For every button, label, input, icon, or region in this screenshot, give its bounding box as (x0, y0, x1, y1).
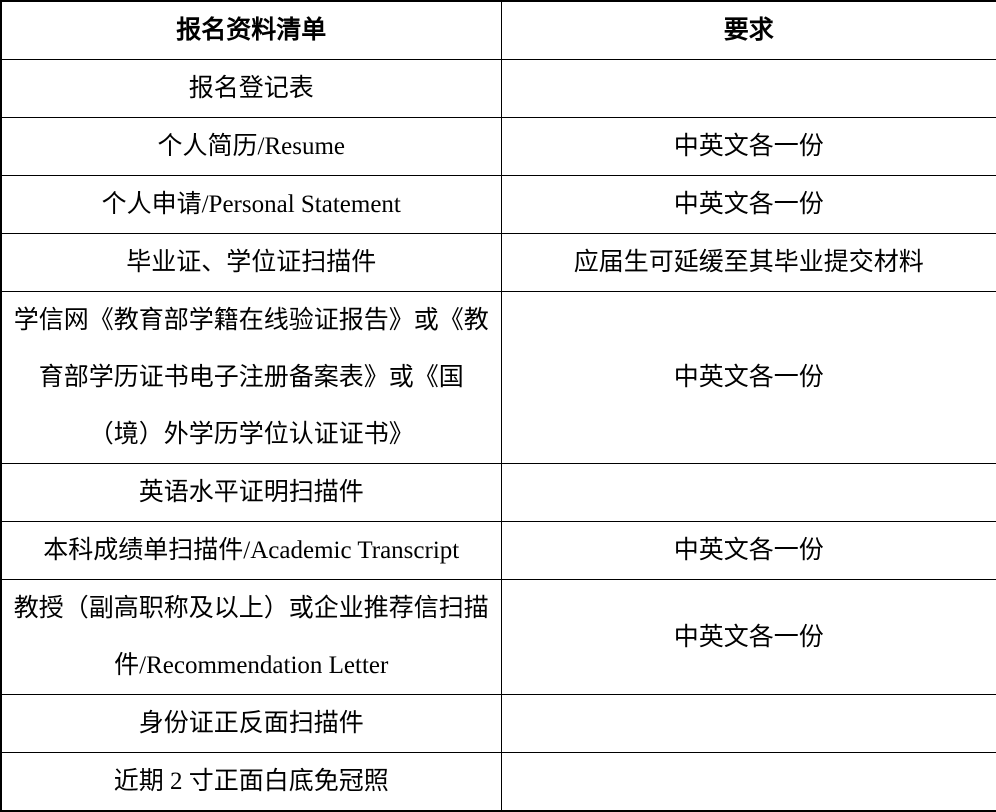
requirement-cell (500, 752, 996, 812)
requirement-cell (500, 694, 996, 753)
requirement-cell: 中英文各一份 (500, 175, 996, 234)
item-cell: 英语水平证明扫描件 (0, 463, 502, 522)
item-cell: 教授（副高职称及以上）或企业推荐信扫描件/Recommendation Lett… (0, 579, 502, 695)
item-cell: 个人申请/Personal Statement (0, 175, 502, 234)
table-row: 个人简历/Resume 中英文各一份 (0, 117, 996, 176)
requirement-cell (500, 463, 996, 522)
item-cell: 学信网《教育部学籍在线验证报告》或《教育部学历证书电子注册备案表》或《国（境）外… (0, 291, 502, 464)
item-cell: 报名登记表 (0, 59, 502, 118)
item-cell: 个人简历/Resume (0, 117, 502, 176)
header-row: 报名资料清单 要求 (0, 0, 996, 60)
header-cell-requirement: 要求 (500, 0, 996, 60)
requirement-cell (500, 59, 996, 118)
table-header: 报名资料清单 要求 (0, 0, 996, 60)
requirement-cell: 中英文各一份 (500, 579, 996, 695)
table-row: 教授（副高职称及以上）或企业推荐信扫描件/Recommendation Lett… (0, 579, 996, 695)
table-row: 毕业证、学位证扫描件 应届生可延缓至其毕业提交材料 (0, 233, 996, 292)
table-row: 本科成绩单扫描件/Academic Transcript 中英文各一份 (0, 521, 996, 580)
requirement-cell: 应届生可延缓至其毕业提交材料 (500, 233, 996, 292)
item-cell: 身份证正反面扫描件 (0, 694, 502, 753)
requirement-cell: 中英文各一份 (500, 521, 996, 580)
header-cell-item: 报名资料清单 (0, 0, 502, 60)
item-cell: 本科成绩单扫描件/Academic Transcript (0, 521, 502, 580)
table-row: 近期 2 寸正面白底免冠照 (0, 752, 996, 812)
requirement-cell: 中英文各一份 (500, 291, 996, 464)
table-body: 报名登记表 个人简历/Resume 中英文各一份 个人申请/Personal S… (0, 59, 996, 812)
table-row: 个人申请/Personal Statement 中英文各一份 (0, 175, 996, 234)
item-cell: 近期 2 寸正面白底免冠照 (0, 752, 502, 812)
requirement-cell: 中英文各一份 (500, 117, 996, 176)
table-row: 身份证正反面扫描件 (0, 694, 996, 753)
table-row: 报名登记表 (0, 59, 996, 118)
table-row: 英语水平证明扫描件 (0, 463, 996, 522)
table-row: 学信网《教育部学籍在线验证报告》或《教育部学历证书电子注册备案表》或《国（境）外… (0, 291, 996, 464)
item-cell: 毕业证、学位证扫描件 (0, 233, 502, 292)
